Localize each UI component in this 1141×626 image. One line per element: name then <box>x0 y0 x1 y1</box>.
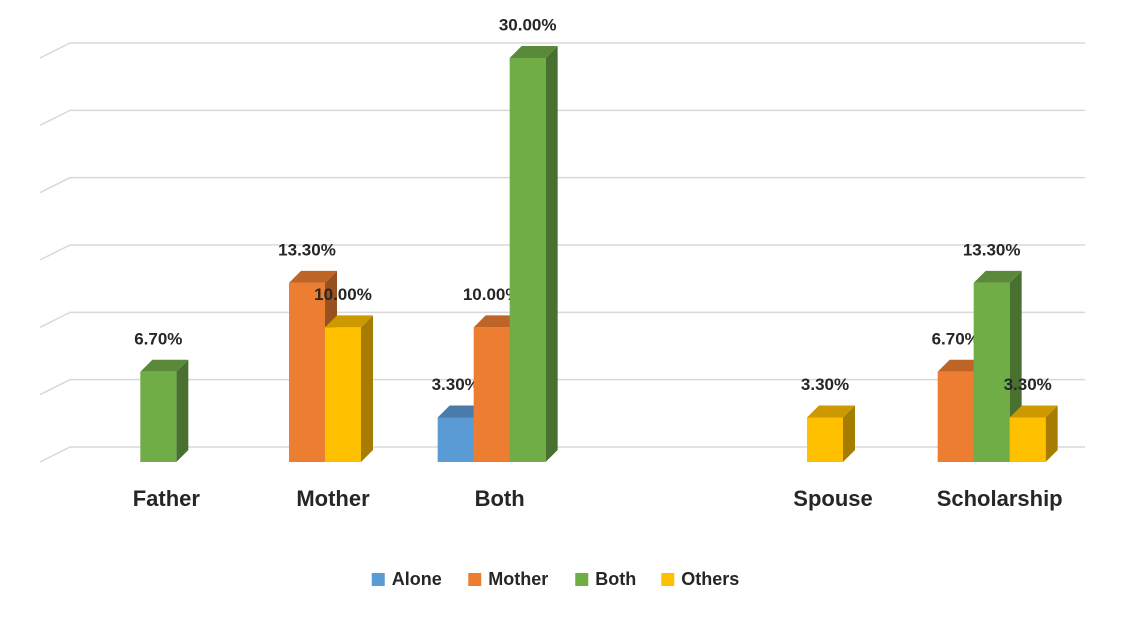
bar-front <box>289 282 325 462</box>
bar-top <box>140 359 189 372</box>
legend-label: Mother <box>488 569 548 589</box>
legend-label: Both <box>595 569 636 589</box>
bar-front <box>1009 417 1046 462</box>
data-label: 13.30% <box>278 240 336 259</box>
data-label: 10.00% <box>314 285 372 304</box>
bar-side <box>361 315 373 462</box>
bar-top <box>807 405 855 418</box>
bar-side <box>545 46 558 462</box>
data-label: 6.70% <box>134 329 182 348</box>
x-tick-label: Father <box>133 486 201 511</box>
bar <box>807 405 855 462</box>
grid-line <box>39 109 1085 127</box>
legend-label: Others <box>681 569 739 589</box>
bar-front <box>973 282 1010 462</box>
grid-line <box>39 42 1085 59</box>
data-label: 13.30% <box>963 240 1021 259</box>
data-label: 3.30% <box>801 375 849 394</box>
bar <box>509 46 558 462</box>
bar-front <box>473 327 510 462</box>
data-label: 10.00% <box>463 285 521 304</box>
bar-side <box>176 359 189 462</box>
bar <box>1009 405 1058 462</box>
legend-swatch <box>575 573 589 586</box>
legend-swatch <box>661 573 675 586</box>
bar-top <box>509 46 558 58</box>
bar-front <box>509 58 546 462</box>
data-label: 3.30% <box>1004 375 1052 394</box>
bar <box>325 315 373 462</box>
data-label: 30.00% <box>499 15 557 34</box>
bar-front <box>325 327 361 462</box>
x-tick-label: Spouse <box>793 486 872 511</box>
legend-label: Alone <box>392 569 442 589</box>
bar-front <box>140 371 177 462</box>
x-tick-label: Mother <box>296 486 370 511</box>
grid-line <box>39 244 1085 261</box>
data-label: 6.70% <box>932 329 980 348</box>
bar-front <box>807 417 843 462</box>
x-tick-label: Scholarship <box>937 486 1063 511</box>
bar-front <box>437 417 474 462</box>
bar <box>140 359 189 462</box>
bar-side <box>1045 405 1058 462</box>
bar-top <box>289 270 337 283</box>
legend-swatch <box>371 573 385 586</box>
bar-side <box>843 405 855 462</box>
data-label: 3.30% <box>432 375 480 394</box>
legend-swatch <box>468 573 482 586</box>
bar-top <box>325 315 373 328</box>
grid-line <box>39 378 1085 396</box>
bar-front <box>937 371 974 462</box>
bar-top <box>973 270 1022 283</box>
x-tick-label: Both <box>475 486 525 511</box>
grid-line <box>39 311 1085 329</box>
grid-line <box>39 446 1085 463</box>
grid-line <box>39 176 1085 194</box>
bar-top <box>1009 405 1058 418</box>
